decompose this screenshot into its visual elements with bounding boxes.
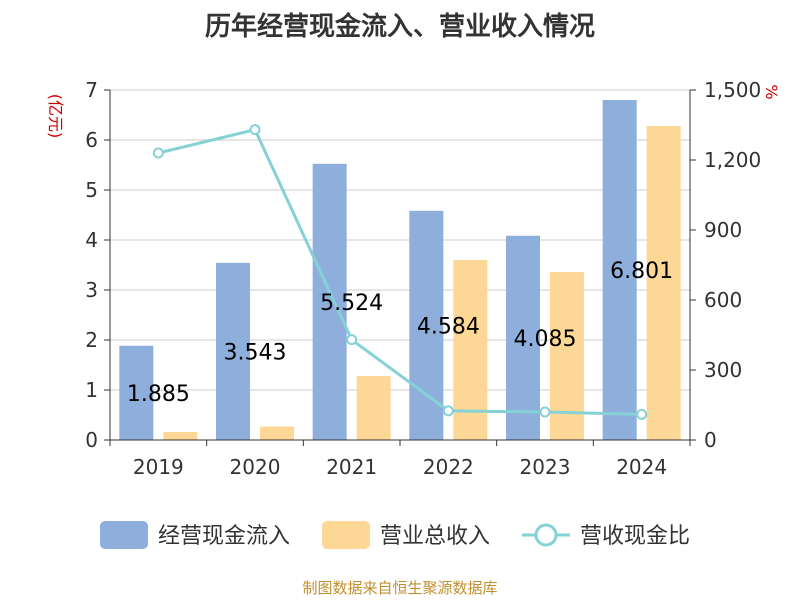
x-tick-label: 2024 — [616, 455, 667, 479]
line-point — [152, 147, 164, 159]
bar-cash-inflow — [119, 345, 154, 440]
bar-revenue — [550, 272, 584, 440]
x-tick-label: 2021 — [326, 455, 377, 479]
bar-revenue — [163, 432, 198, 440]
legend-label: 营收现金比 — [580, 524, 690, 549]
x-tick-label: 2020 — [230, 455, 281, 479]
y-right-tick-label: 0 — [704, 428, 717, 452]
y-left-tick-label: 6 — [85, 128, 98, 152]
bar-cash-inflow — [312, 163, 347, 441]
line-point — [442, 405, 454, 417]
bar-cash-inflow — [216, 262, 250, 440]
line-point — [636, 408, 648, 420]
data-labels: 1.885 3.543 5.524 4.584 4.085 6.801 — [127, 259, 673, 407]
ratio-line — [152, 124, 648, 420]
line-point — [539, 406, 551, 418]
y-right-unit-label: % — [762, 84, 781, 99]
data-label: 6.801 — [610, 259, 673, 284]
y-left-unit-label: (亿元) — [46, 94, 65, 139]
line-point — [346, 334, 358, 346]
y-right-tick-label: 600 — [704, 288, 742, 312]
bar-revenue — [356, 376, 391, 440]
y-right-tick-label: 1,200 — [704, 148, 761, 172]
y-left-tick-label: 7 — [85, 78, 98, 102]
y-left-tick-label: 4 — [85, 228, 98, 252]
legend-label: 经营现金流入 — [158, 524, 290, 549]
y-right-tick-label: 300 — [704, 358, 742, 382]
bar-revenue — [260, 426, 294, 440]
chart-title: 历年经营现金流入、营业收入情况 — [204, 12, 595, 42]
data-label: 5.524 — [320, 291, 383, 316]
data-label: 4.085 — [514, 327, 577, 352]
legend-label: 营业总收入 — [380, 524, 490, 549]
y-left-tick-label: 5 — [85, 178, 98, 202]
line-ratio — [157, 127, 642, 416]
legend: 经营现金流入 营业总收入 营收现金比 — [100, 521, 690, 549]
x-tick-label: 2022 — [423, 455, 474, 479]
y-right-tick-label: 1,500 — [704, 78, 761, 102]
y-left-tick-label: 1 — [85, 378, 98, 402]
footer-source: 制图数据来自恒生聚源数据库 — [302, 579, 498, 597]
x-tick-label: 2019 — [133, 455, 184, 479]
axes: 0 1 2 3 4 5 6 7 0 300 600 900 1,200 1,500 2019 2020 2021… — [46, 78, 781, 479]
y-right-tick-label: 900 — [704, 218, 742, 242]
legend-swatch — [100, 521, 148, 549]
data-label: 4.584 — [417, 314, 480, 339]
legend-marker — [534, 523, 558, 547]
bar-revenue — [453, 260, 488, 440]
bar-cash-inflow — [602, 99, 637, 440]
y-left-tick-label: 0 — [85, 428, 98, 452]
legend-swatch — [322, 521, 370, 549]
y-left-tick-label: 2 — [85, 328, 98, 352]
y-left-tick-label: 3 — [85, 278, 98, 302]
data-label: 1.885 — [127, 382, 190, 407]
bar-cash-inflow — [506, 235, 540, 440]
bar-revenue — [646, 126, 681, 440]
data-label: 3.543 — [224, 340, 287, 365]
bars — [119, 99, 681, 441]
x-tick-label: 2023 — [520, 455, 571, 479]
line-point — [249, 124, 261, 136]
